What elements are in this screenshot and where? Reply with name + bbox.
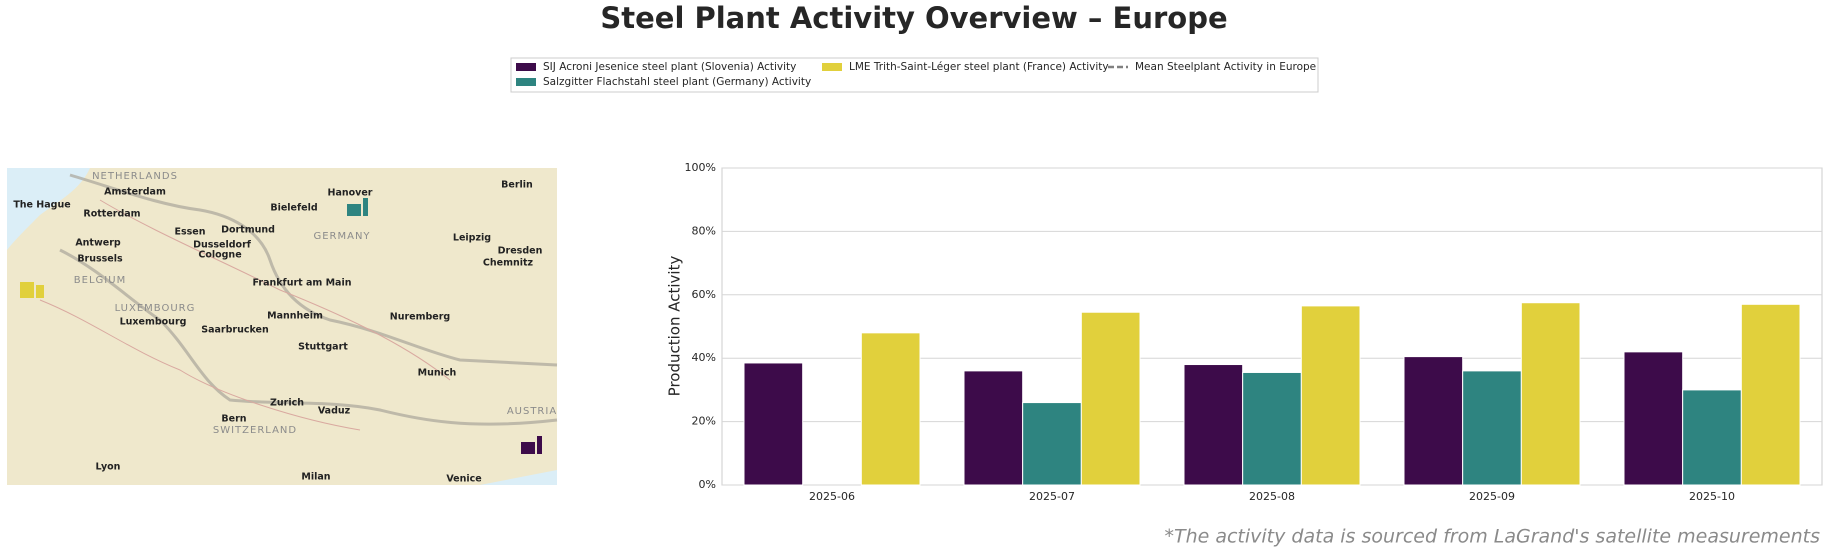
map-label: GERMANY bbox=[313, 231, 370, 242]
map-label: Cologne bbox=[198, 250, 241, 261]
bar bbox=[1300, 305, 1361, 486]
map-label: Rotterdam bbox=[83, 209, 140, 220]
map-label: Nuremberg bbox=[390, 312, 450, 323]
bar bbox=[1682, 389, 1742, 486]
map-road bbox=[39, 299, 361, 431]
map-label: Bielefeld bbox=[270, 203, 317, 214]
map-land bbox=[7, 168, 557, 485]
bar bbox=[963, 370, 1024, 486]
map-label: NETHERLANDS bbox=[92, 171, 178, 182]
map-label: Lyon bbox=[96, 462, 121, 473]
y-tick-label: 40% bbox=[692, 351, 716, 364]
map-label: Luxembourg bbox=[120, 317, 187, 328]
map-label: Frankfurt am Main bbox=[253, 278, 352, 289]
map-label: Antwerp bbox=[75, 238, 121, 249]
map-label: Chemnitz bbox=[483, 258, 534, 269]
bar bbox=[1623, 351, 1684, 486]
x-tick-label: 2025-06 bbox=[809, 490, 855, 503]
map-label: Essen bbox=[174, 227, 205, 238]
legend-label: Salzgitter Flachstahl steel plant (Germa… bbox=[543, 76, 811, 88]
map-label: Vaduz bbox=[318, 406, 351, 417]
plant-icon bbox=[20, 282, 44, 298]
map-label: Zurich bbox=[270, 398, 304, 409]
bar bbox=[1080, 311, 1141, 486]
legend-label: Mean Steelplant Activity in Europe bbox=[1135, 61, 1316, 73]
map-label: Munich bbox=[418, 368, 457, 379]
legend-label: SIJ Acroni Jesenice steel plant (Sloveni… bbox=[543, 61, 796, 73]
bar bbox=[1462, 370, 1522, 486]
bar bbox=[1403, 356, 1464, 486]
map-label: Dresden bbox=[498, 246, 543, 257]
y-tick-label: 100% bbox=[685, 161, 716, 174]
map-label: Venice bbox=[446, 474, 481, 485]
legend-box bbox=[510, 57, 1319, 93]
map-label: Leipzig bbox=[453, 233, 491, 244]
map-label: AUSTRIA bbox=[507, 406, 557, 417]
y-tick-label: 20% bbox=[692, 415, 716, 428]
x-tick-label: 2025-10 bbox=[1689, 490, 1735, 503]
y-tick-label: 80% bbox=[692, 224, 716, 237]
map-border bbox=[69, 173, 558, 367]
x-tick-label: 2025-07 bbox=[1029, 490, 1075, 503]
bar bbox=[743, 362, 804, 486]
map-label: Berlin bbox=[501, 180, 533, 191]
map-label: Amsterdam bbox=[104, 187, 166, 198]
map-label: Saarbrucken bbox=[201, 325, 269, 336]
map-sea bbox=[480, 470, 557, 485]
x-tick-label: 2025-09 bbox=[1469, 490, 1515, 503]
x-tick-label: 2025-08 bbox=[1249, 490, 1295, 503]
legend-swatch bbox=[516, 78, 536, 86]
bar bbox=[860, 332, 921, 486]
map-label: Brussels bbox=[77, 254, 123, 265]
map-label: Bern bbox=[221, 414, 246, 425]
map-sea bbox=[7, 168, 90, 250]
y-tick-label: 60% bbox=[692, 288, 716, 301]
legend-swatch bbox=[516, 63, 536, 71]
bar bbox=[1022, 402, 1082, 486]
map-label: LUXEMBOURG bbox=[115, 303, 196, 314]
legend-swatch bbox=[822, 63, 842, 71]
bar bbox=[1520, 302, 1581, 486]
map-label: Milan bbox=[301, 472, 330, 483]
map-label: BELGIUM bbox=[74, 275, 126, 286]
chart-title: Steel Plant Activity Overview – Europe bbox=[600, 1, 1227, 35]
bar bbox=[1242, 371, 1302, 486]
map-label: SWITZERLAND bbox=[213, 425, 297, 436]
plant-icon bbox=[347, 198, 368, 216]
y-axis-label: Production Activity bbox=[666, 256, 684, 397]
bar bbox=[1740, 303, 1801, 486]
legend-label: LME Trith-Saint-Léger steel plant (Franc… bbox=[849, 61, 1109, 73]
map-label: The Hague bbox=[13, 200, 70, 211]
map-label: Hanover bbox=[328, 188, 373, 199]
map-label: Dortmund bbox=[221, 225, 275, 236]
map-label: Dusseldorf bbox=[193, 240, 252, 251]
y-tick-label: 0% bbox=[699, 478, 716, 491]
map-road bbox=[99, 199, 451, 381]
bar bbox=[1183, 364, 1244, 486]
map-label: Mannheim bbox=[267, 311, 323, 322]
map-border bbox=[59, 248, 558, 426]
footnote: *The activity data is sourced from LaGra… bbox=[1164, 526, 1820, 548]
plant-icon bbox=[521, 436, 542, 454]
map: NETHERLANDS Amsterdam The Hague Rotterdam Ha… bbox=[7, 168, 558, 485]
map-label: Stuttgart bbox=[298, 342, 348, 353]
